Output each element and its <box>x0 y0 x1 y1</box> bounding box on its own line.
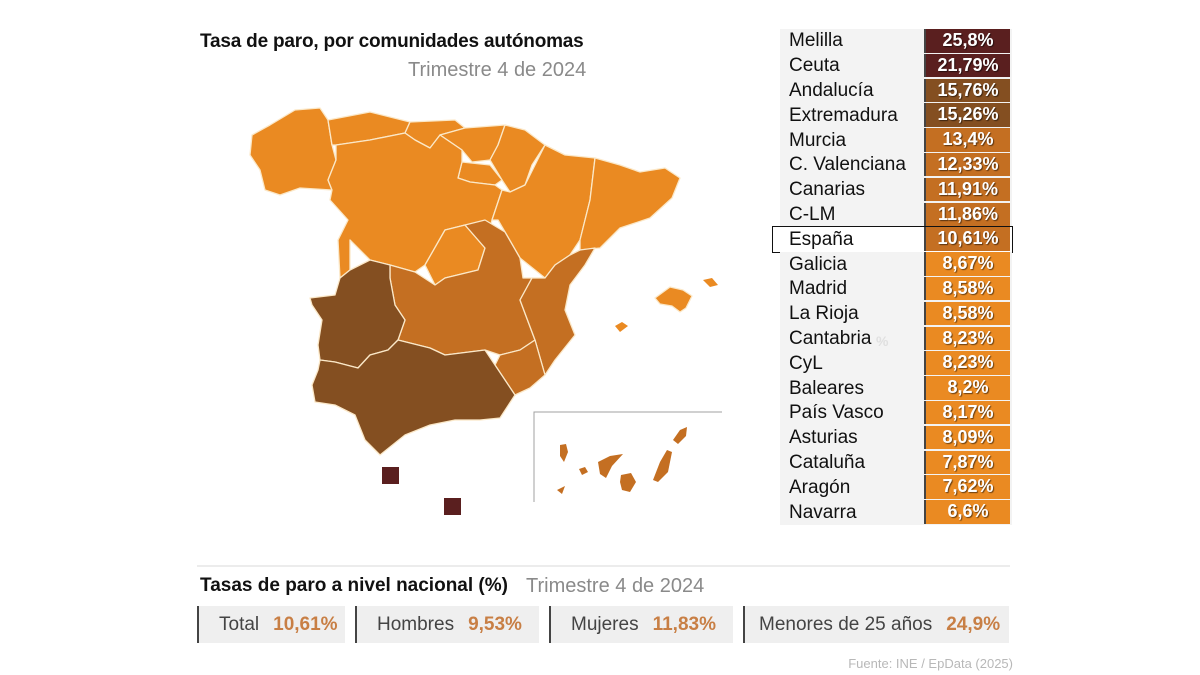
rank-row: CyL 8,23% <box>780 351 1012 377</box>
chart-subtitle: Trimestre 4 de 2024 <box>408 59 587 81</box>
stat-value: 9,53% <box>468 613 522 635</box>
rank-value: 21,79% <box>924 53 1010 78</box>
rank-value: 25,8% <box>924 29 1010 53</box>
rank-row: Navarra 6,6% <box>780 500 1012 525</box>
national-title: Tasas de paro a nivel nacional (%) <box>200 575 508 596</box>
rank-value: 8,67% <box>924 252 1010 276</box>
stat-value: 11,83% <box>652 613 716 635</box>
rank-row: Madrid 8,58% <box>780 276 1012 302</box>
rank-value: 8,23% <box>924 351 1010 375</box>
rank-value: 13,4% <box>924 128 1010 152</box>
rank-row: Galicia 8,67% <box>780 252 1012 277</box>
rank-value: 15,26% <box>924 103 1010 127</box>
rank-name: CyL <box>789 352 823 374</box>
rank-value: 11,91% <box>924 177 1010 202</box>
rank-row: Ceuta 21,79% <box>780 53 1012 79</box>
rank-value: 8,58% <box>924 301 1010 326</box>
rank-row: Cataluña 7,87% <box>780 450 1012 476</box>
rank-value: 7,87% <box>924 450 1010 475</box>
rank-name: C. Valenciana <box>789 154 906 176</box>
stat-label: Hombres <box>377 613 455 635</box>
national-subtitle: Trimestre 4 de 2024 <box>526 575 705 597</box>
region-ceuta[interactable] <box>382 467 399 484</box>
rank-value: 12,33% <box>924 152 1010 177</box>
rank-value: 8,2% <box>924 376 1010 400</box>
rank-row: Baleares 8,2% <box>780 376 1012 401</box>
rank-name: España <box>789 228 854 250</box>
region-andalucia[interactable] <box>311 339 516 456</box>
rank-name: Ceuta <box>789 55 840 77</box>
national-stats: Total 10,61% Hombres 9,53% Mujeres 11,83… <box>197 606 1019 643</box>
stat-label: Mujeres <box>571 613 639 635</box>
rank-name: Madrid <box>789 278 848 300</box>
rank-name: Aragón <box>789 476 851 498</box>
rank-value: 8,58% <box>924 276 1010 301</box>
rank-name: Canarias <box>789 179 866 201</box>
rank-row: Aragón 7,62% <box>780 475 1012 501</box>
stat-label: Menores de 25 años <box>759 613 933 635</box>
rank-value: 10,61% <box>924 227 1010 251</box>
rank-name: Murcia <box>789 129 847 151</box>
rank-row: C-LM 11,86% <box>780 202 1012 228</box>
rank-name: Extremadura <box>789 104 898 126</box>
rank-name: Cantabria <box>789 327 872 349</box>
rank-row: Canarias 11,91% <box>780 177 1012 203</box>
rank-name: Baleares <box>789 377 864 399</box>
ranking-table: Melilla 25,8% Ceuta 21,79% Andalucía 15,76%… <box>772 29 1013 525</box>
ghost-percent-mark: % <box>876 333 889 349</box>
rank-name: Asturias <box>789 427 858 449</box>
region-baleares-menorca[interactable] <box>703 278 718 287</box>
canarias-inset-frame <box>533 411 722 502</box>
rank-name: Melilla <box>789 30 843 52</box>
source-note: Fuente: INE / EpData (2025) <box>848 656 1013 671</box>
rank-row: C. Valenciana 12,33% <box>780 152 1012 178</box>
stat-value: 10,61% <box>273 613 338 635</box>
rank-name: C-LM <box>789 203 836 225</box>
rank-value: 8,23% <box>924 326 1010 351</box>
rank-row: Andalucía 15,76% <box>780 78 1012 104</box>
section-divider <box>197 565 1010 567</box>
stat-mujeres: Mujeres 11,83% <box>549 606 733 643</box>
stat-value: 24,9% <box>946 613 1001 635</box>
rank-row-espana: España 10,61% <box>772 226 1013 254</box>
chart-title: Tasa de paro, por comunidades autónomas <box>200 31 584 52</box>
rank-name: La Rioja <box>789 303 859 325</box>
rank-value: 6,6% <box>924 500 1010 524</box>
region-baleares-ibiza[interactable] <box>615 322 628 332</box>
stat-label: Total <box>219 613 260 635</box>
rank-row: La Rioja 8,58% <box>780 301 1012 327</box>
rank-value: 15,76% <box>924 78 1010 103</box>
rank-row: Asturias 8,09% <box>780 425 1012 451</box>
rank-name: Galicia <box>789 253 848 275</box>
rank-row: Murcia 13,4% <box>780 128 1012 153</box>
stat-total: Total 10,61% <box>197 606 345 643</box>
rank-row: Extremadura 15,26% <box>780 103 1012 129</box>
rank-row: Melilla 25,8% <box>780 29 1012 54</box>
region-melilla[interactable] <box>444 498 461 515</box>
rank-value: 8,17% <box>924 400 1010 425</box>
rank-name: Andalucía <box>789 79 874 101</box>
region-cataluna[interactable] <box>579 157 681 251</box>
region-baleares[interactable] <box>654 286 693 313</box>
region-canarias[interactable] <box>557 427 687 494</box>
rank-name: País Vasco <box>789 402 884 424</box>
rank-name: Navarra <box>789 501 857 523</box>
rank-value: 8,09% <box>924 425 1010 450</box>
rank-row: Cantabria 8,23% <box>780 326 1012 352</box>
rank-value: 11,86% <box>924 202 1010 227</box>
region-valencia[interactable] <box>519 247 596 376</box>
rank-value: 7,62% <box>924 475 1010 499</box>
stat-menores-25: Menores de 25 años 24,9% <box>743 606 1009 643</box>
stat-hombres: Hombres 9,53% <box>355 606 539 643</box>
region-galicia[interactable] <box>249 107 337 196</box>
rank-row: País Vasco 8,17% <box>780 400 1012 426</box>
spain-map <box>249 107 722 515</box>
rank-name: Cataluña <box>789 451 866 473</box>
